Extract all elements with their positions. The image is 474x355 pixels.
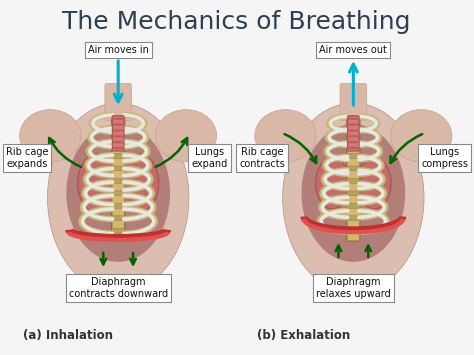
FancyBboxPatch shape bbox=[112, 196, 124, 203]
FancyBboxPatch shape bbox=[347, 121, 359, 129]
Ellipse shape bbox=[78, 154, 117, 213]
FancyBboxPatch shape bbox=[340, 83, 367, 121]
Ellipse shape bbox=[255, 110, 316, 162]
Ellipse shape bbox=[391, 110, 452, 162]
FancyBboxPatch shape bbox=[112, 208, 124, 216]
FancyBboxPatch shape bbox=[347, 146, 359, 154]
Ellipse shape bbox=[347, 124, 359, 126]
Ellipse shape bbox=[301, 124, 405, 262]
FancyBboxPatch shape bbox=[112, 146, 124, 154]
Ellipse shape bbox=[283, 103, 424, 293]
FancyBboxPatch shape bbox=[347, 171, 359, 179]
FancyBboxPatch shape bbox=[347, 196, 359, 203]
Text: Diaphragm
contracts downward: Diaphragm contracts downward bbox=[69, 277, 168, 299]
Text: Air moves out: Air moves out bbox=[319, 45, 387, 55]
FancyBboxPatch shape bbox=[347, 221, 359, 228]
Ellipse shape bbox=[112, 135, 124, 137]
Ellipse shape bbox=[347, 135, 359, 137]
Ellipse shape bbox=[347, 147, 359, 149]
Ellipse shape bbox=[316, 158, 350, 209]
Text: Lungs
compress: Lungs compress bbox=[421, 147, 468, 169]
Text: Rib cage
expands: Rib cage expands bbox=[6, 147, 48, 169]
FancyBboxPatch shape bbox=[347, 183, 359, 191]
Text: Diaphragm
relaxes upward: Diaphragm relaxes upward bbox=[316, 277, 391, 299]
Ellipse shape bbox=[357, 158, 391, 209]
FancyBboxPatch shape bbox=[347, 233, 359, 241]
Text: Lungs
expand: Lungs expand bbox=[191, 147, 228, 169]
FancyBboxPatch shape bbox=[112, 158, 124, 166]
Ellipse shape bbox=[347, 141, 359, 143]
FancyBboxPatch shape bbox=[105, 83, 131, 121]
Text: The Mechanics of Breathing: The Mechanics of Breathing bbox=[62, 10, 410, 34]
FancyBboxPatch shape bbox=[112, 233, 124, 241]
Text: (a) Inhalation: (a) Inhalation bbox=[23, 329, 113, 343]
Text: Rib cage
contracts: Rib cage contracts bbox=[239, 147, 285, 169]
Ellipse shape bbox=[155, 110, 217, 162]
Ellipse shape bbox=[112, 124, 124, 126]
FancyBboxPatch shape bbox=[347, 116, 359, 151]
FancyBboxPatch shape bbox=[347, 133, 359, 141]
FancyBboxPatch shape bbox=[112, 171, 124, 179]
FancyBboxPatch shape bbox=[112, 221, 124, 228]
FancyBboxPatch shape bbox=[112, 121, 124, 129]
Ellipse shape bbox=[112, 141, 124, 143]
Ellipse shape bbox=[347, 118, 359, 120]
Text: Air moves in: Air moves in bbox=[88, 45, 149, 55]
Ellipse shape bbox=[119, 154, 159, 213]
Text: (b) Exhalation: (b) Exhalation bbox=[257, 329, 350, 343]
Ellipse shape bbox=[20, 110, 81, 162]
Ellipse shape bbox=[66, 124, 170, 262]
Ellipse shape bbox=[47, 103, 189, 293]
Ellipse shape bbox=[112, 118, 124, 120]
FancyBboxPatch shape bbox=[346, 116, 360, 241]
FancyBboxPatch shape bbox=[112, 133, 124, 141]
Ellipse shape bbox=[112, 129, 124, 132]
FancyBboxPatch shape bbox=[347, 158, 359, 166]
FancyBboxPatch shape bbox=[112, 116, 124, 151]
FancyBboxPatch shape bbox=[347, 208, 359, 216]
Ellipse shape bbox=[347, 129, 359, 132]
FancyBboxPatch shape bbox=[112, 183, 124, 191]
FancyBboxPatch shape bbox=[111, 116, 125, 241]
Ellipse shape bbox=[112, 147, 124, 149]
